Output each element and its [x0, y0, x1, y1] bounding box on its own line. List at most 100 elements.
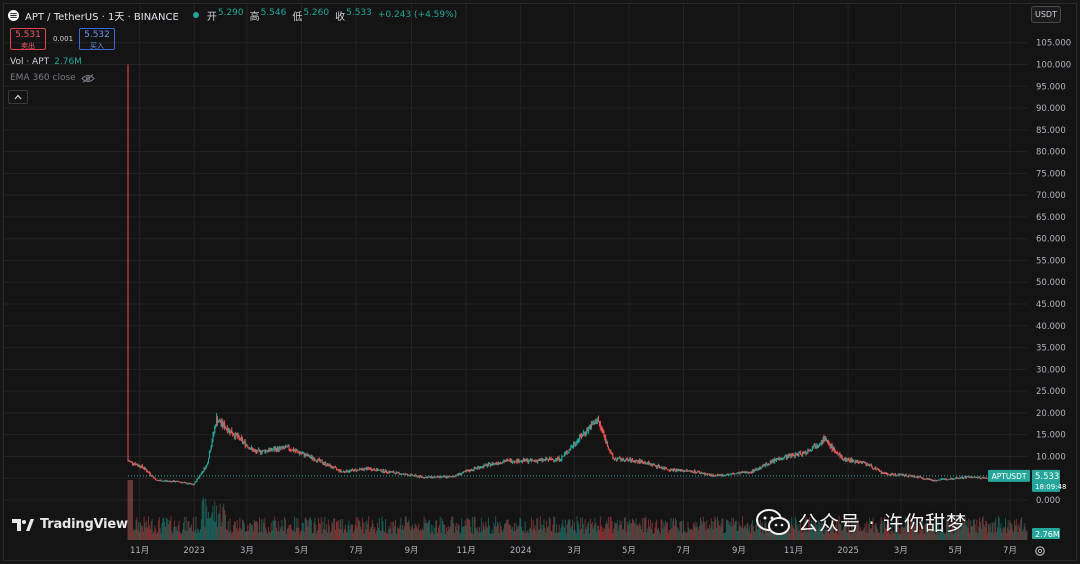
volume-bar	[641, 518, 643, 540]
volume-bar	[411, 527, 413, 540]
volume-indicator-legend[interactable]: Vol · APT 2.76M	[10, 57, 82, 67]
volume-bar	[215, 521, 217, 540]
candle-body	[958, 477, 960, 479]
volume-bar	[249, 523, 251, 540]
candle-body	[902, 474, 904, 476]
collapse-legend-button[interactable]	[8, 90, 28, 104]
volume-bar	[796, 525, 798, 540]
eye-hidden-icon[interactable]	[80, 73, 95, 83]
volume-bar	[204, 527, 206, 540]
volume-bar	[327, 519, 329, 540]
volume-bar	[603, 527, 605, 540]
candle-body	[664, 467, 666, 470]
candle-body	[782, 458, 784, 460]
candle-body	[387, 471, 389, 473]
volume-bar	[169, 521, 171, 540]
volume-bar	[876, 526, 878, 540]
candle-body	[235, 433, 237, 436]
candle-body	[547, 459, 549, 461]
volume-bar	[972, 520, 974, 540]
candle-body	[486, 464, 488, 467]
candle-body	[912, 475, 914, 477]
x-tick-label: 5月	[295, 546, 309, 556]
volume-bar	[821, 523, 823, 540]
candle-body	[398, 472, 400, 474]
candle-body	[852, 460, 854, 462]
candle-body	[388, 471, 390, 473]
candle-body	[438, 476, 440, 478]
candle-body	[792, 454, 794, 456]
symbol-price-tag-label: APTUSDT	[992, 472, 1027, 481]
volume-bar	[359, 521, 361, 540]
candle-body	[564, 452, 566, 455]
candle-body	[211, 441, 213, 447]
volume-bar	[931, 529, 933, 540]
volume-bar	[683, 531, 685, 540]
volume-bar	[557, 532, 559, 540]
volume-bar	[566, 524, 568, 540]
volume-bar	[691, 529, 693, 540]
candle-body	[818, 443, 820, 445]
candle-body	[250, 447, 252, 450]
ema-indicator-legend[interactable]: EMA 360 close	[10, 73, 95, 83]
volume-bar	[940, 528, 942, 540]
candle-body	[468, 470, 470, 472]
volume-bar	[849, 531, 851, 540]
candle-body	[325, 462, 327, 466]
candle-body	[960, 477, 962, 479]
symbol-price-tag	[988, 469, 1030, 482]
volume-bar	[719, 526, 721, 540]
symbol-title[interactable]: APT / TetherUS · 1天 · BINANCE	[25, 11, 179, 23]
candle-body	[914, 476, 916, 478]
volume-bar	[755, 525, 757, 540]
volume-bar	[913, 517, 915, 540]
candle-body	[686, 469, 688, 471]
volume-bar	[166, 519, 168, 540]
candle-body	[164, 480, 166, 482]
candle-body	[891, 473, 893, 475]
candle-body	[346, 470, 348, 472]
candle-body	[924, 479, 926, 480]
candle-body	[926, 478, 928, 480]
volume-bar	[693, 525, 695, 540]
volume-bar	[649, 526, 651, 540]
sell-button[interactable]: 5.531 卖出	[10, 28, 46, 50]
candle-body	[397, 472, 399, 473]
candle-body	[528, 461, 530, 463]
buy-button[interactable]: 5.532 买入	[79, 28, 115, 50]
candle-body	[277, 447, 279, 451]
volume-bar	[532, 519, 534, 540]
candle-body	[982, 477, 984, 479]
settings-gear-icon[interactable]	[1033, 544, 1047, 558]
candle-body	[290, 449, 292, 451]
volume-bar	[673, 517, 675, 540]
volume-bar	[879, 523, 881, 540]
volume-bar	[846, 532, 848, 540]
currency-selector[interactable]: USDT	[1031, 6, 1061, 23]
candle-body	[742, 471, 744, 473]
volume-bar	[742, 528, 744, 540]
candle-body	[930, 479, 932, 481]
volume-bar	[832, 518, 834, 540]
volume-bar	[482, 522, 484, 540]
candle-body	[807, 450, 809, 454]
candle-body	[264, 450, 266, 453]
candle-body	[826, 440, 828, 442]
candle-body	[146, 469, 148, 472]
volume-bar	[611, 521, 613, 540]
volume-bar	[979, 522, 981, 540]
volume-bar	[581, 528, 583, 540]
tradingview-logo[interactable]: TradingView	[12, 517, 128, 532]
candle-body	[861, 461, 863, 464]
volume-bar	[452, 516, 454, 540]
candle-body	[839, 454, 841, 457]
candle-body	[150, 475, 152, 477]
volume-bar	[670, 518, 672, 540]
volume-bar	[399, 524, 401, 540]
candle-body	[850, 459, 852, 462]
candle-body	[858, 462, 860, 464]
volume-bar	[175, 526, 177, 540]
candle-body	[442, 476, 444, 478]
volume-bar	[899, 528, 901, 540]
